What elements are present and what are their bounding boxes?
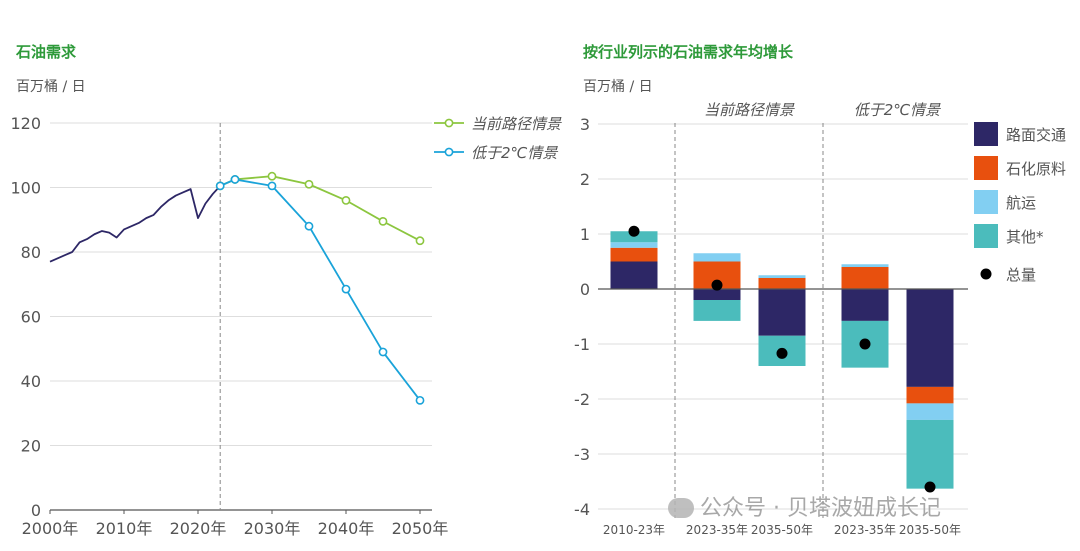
- bar-segment-0: [841, 289, 889, 321]
- right-y-tick-label: 0: [580, 280, 590, 299]
- series-1-point: [415, 395, 425, 405]
- left-x-tick-label: 2040年: [318, 519, 375, 538]
- legend-label: 总量: [1006, 266, 1036, 284]
- right-y-tick-label: -2: [574, 390, 590, 409]
- bar-segment-3: [906, 419, 954, 489]
- watermark: 公众号 · 贝塔波妞成长记: [668, 490, 941, 522]
- series-1-point: [215, 181, 225, 191]
- legend-swatch-3: [974, 224, 998, 248]
- total-point: [859, 338, 871, 350]
- total-point: [628, 225, 640, 237]
- bar-segment-2: [906, 403, 954, 420]
- bar-segment-1: [610, 247, 658, 262]
- group-label: 当前路径情景: [704, 101, 795, 119]
- bar-segment-0: [906, 289, 954, 387]
- series-0-point: [304, 179, 314, 189]
- left-x-tick-label: 2030年: [244, 519, 301, 538]
- right-x-tick-label: 2010-23年: [603, 523, 665, 537]
- right-x-tick-label: 2035-50年: [899, 523, 961, 537]
- bar-segment-1: [758, 278, 806, 289]
- bar-segment-1: [841, 267, 889, 289]
- bar-segment-0: [610, 261, 658, 289]
- left-chart-unit: 百万桶 / 日: [16, 79, 86, 95]
- legend-label: 路面交通: [1006, 126, 1066, 144]
- series-1-point: [230, 175, 240, 184]
- right-y-tick-label: -1: [574, 335, 590, 354]
- historical-line: [49, 185, 221, 263]
- left-y-tick-label: 20: [21, 437, 41, 456]
- bar-segment-2: [758, 275, 806, 278]
- series-0-point: [378, 216, 388, 226]
- left-x-tick-label: 2010年: [96, 519, 153, 538]
- series-0-point: [415, 236, 425, 246]
- left-chart-title: 石油需求: [16, 43, 77, 61]
- right-y-tick-label: -4: [574, 500, 590, 519]
- left-x-tick-label: 2050年: [392, 519, 449, 538]
- left-x-tick-label: 2020年: [170, 519, 227, 538]
- legend-marker-0: [444, 118, 454, 128]
- legend-label: 其他*: [1006, 228, 1044, 246]
- right-y-tick-label: -3: [574, 445, 590, 464]
- right-y-tick-label: 2: [580, 170, 590, 189]
- right-x-tick-label: 2035-50年: [751, 523, 813, 537]
- bar-segment-3: [693, 300, 741, 321]
- series-1-point: [304, 221, 314, 231]
- series-line-0: [219, 175, 421, 242]
- legend-total-marker: [980, 268, 992, 280]
- legend-swatch-0: [974, 122, 998, 146]
- bar-segment-0: [758, 289, 806, 336]
- series-0-point: [341, 195, 351, 205]
- right-x-tick-label: 2023-35年: [686, 523, 748, 537]
- bar-segment-2: [610, 242, 658, 248]
- legend-label: 石化原料: [1006, 160, 1066, 178]
- legend-marker-1: [444, 147, 454, 157]
- total-point: [924, 481, 936, 493]
- bar-segment-1: [906, 386, 954, 404]
- legend-swatch-2: [974, 190, 998, 214]
- left-y-tick-label: 100: [10, 179, 41, 198]
- legend-swatch-1: [974, 156, 998, 180]
- series-line-1: [219, 178, 421, 401]
- right-y-tick-label: 3: [580, 115, 590, 134]
- series-1-point: [267, 181, 277, 191]
- series-0-point: [267, 171, 277, 181]
- total-point: [711, 279, 723, 291]
- group-label: 低于2℃情景: [854, 101, 941, 119]
- series-1-point: [341, 284, 351, 294]
- legend-label-1: 低于2℃情景: [471, 144, 558, 162]
- right-x-tick-label: 2023-35年: [834, 523, 896, 537]
- bar-segment-2: [693, 253, 741, 262]
- left-y-tick-label: 0: [31, 501, 41, 520]
- left-y-tick-label: 120: [10, 114, 41, 133]
- wechat-icon: [668, 498, 694, 518]
- right-y-tick-label: 1: [580, 225, 590, 244]
- right-chart-unit: 百万桶 / 日: [583, 79, 653, 95]
- bar-segment-2: [841, 264, 889, 267]
- left-y-tick-label: 60: [21, 308, 41, 327]
- series-1-point: [378, 347, 388, 357]
- watermark-text: 公众号 · 贝塔波妞成长记: [700, 496, 941, 521]
- left-y-tick-label: 80: [21, 243, 41, 262]
- total-point: [776, 347, 788, 359]
- left-x-tick-label: 2000年: [22, 519, 79, 538]
- left-y-tick-label: 40: [21, 372, 41, 391]
- legend-label: 航运: [1006, 194, 1036, 212]
- legend-label-0: 当前路径情景: [471, 115, 562, 133]
- right-chart-title: 按行业列示的石油需求年均增长: [583, 43, 794, 61]
- bar-segment-0: [693, 289, 741, 300]
